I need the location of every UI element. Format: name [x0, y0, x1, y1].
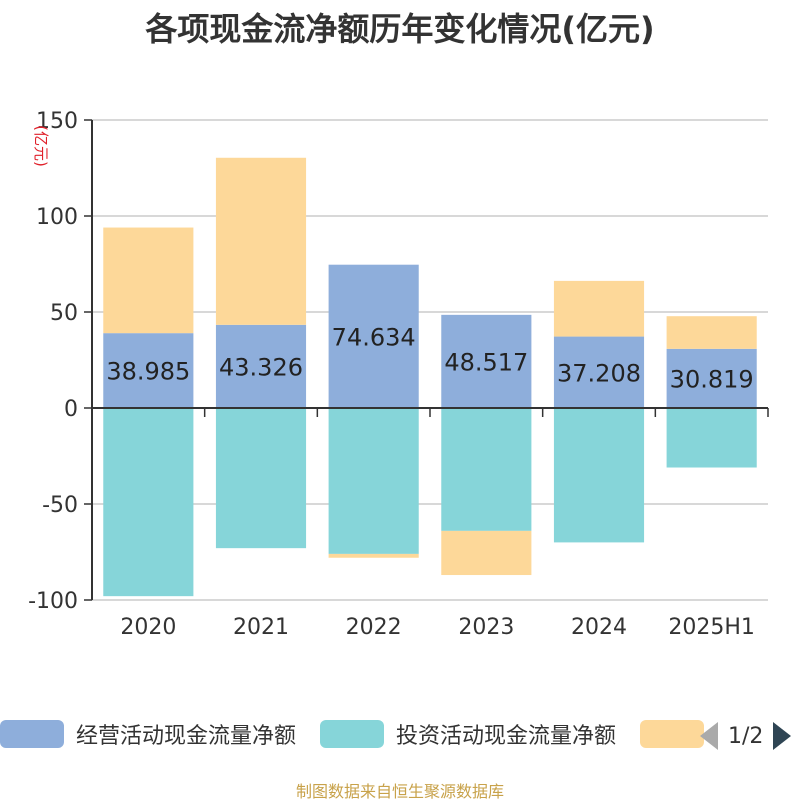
next-page-arrow-icon[interactable] [773, 722, 792, 750]
bar-financing-2020[interactable] [103, 227, 194, 334]
bar-financing-2024[interactable] [553, 280, 645, 337]
bar-financing-2022[interactable] [328, 553, 419, 558]
y-tick-label: 0 [64, 397, 78, 422]
chart-title: 各项现金流净额历年变化情况(亿元) [145, 10, 655, 48]
bar-financing-2023[interactable] [441, 530, 532, 576]
legend-item-operating[interactable]: 经营活动现金流量净额 [0, 716, 296, 752]
bar-investing-2021[interactable] [215, 408, 307, 549]
x-tick-label: 2023 [458, 615, 514, 640]
bar-operating-2023[interactable] [441, 314, 532, 408]
bar-value-label: 48.517 [444, 348, 528, 376]
bar-operating-2025H1[interactable] [666, 348, 757, 408]
bar-operating-2021[interactable] [215, 324, 307, 408]
bar-operating-2020[interactable] [103, 333, 194, 408]
bar-investing-2025H1[interactable] [666, 408, 757, 468]
bars [103, 157, 757, 597]
y-tick-label: -100 [28, 589, 78, 614]
axes: -100 -50 0 50 100 150 2020 2021 2022 2023 2024 2025… [28, 109, 769, 640]
prev-page-arrow-icon[interactable] [700, 722, 718, 750]
legend-item-investing[interactable]: 投资活动现金流量净额 [320, 716, 616, 752]
x-tick-label: 2024 [571, 615, 627, 640]
bar-value-label: 37.208 [557, 359, 641, 387]
data-source-note: 制图数据来自恒生聚源数据库 [295, 782, 504, 801]
bar-investing-2020[interactable] [103, 408, 194, 597]
y-tick-label: 150 [36, 109, 78, 134]
bar-investing-2022[interactable] [328, 408, 419, 554]
bar-value-label: 74.634 [332, 323, 416, 351]
legend-page-indicator: 1/2 [728, 723, 764, 749]
bar-financing-2025H1[interactable] [666, 316, 757, 349]
x-tick-label: 2025H1 [668, 615, 755, 640]
legend-item-financing[interactable] [640, 716, 716, 752]
bar-operating-2024[interactable] [553, 336, 645, 408]
bar-investing-2023[interactable] [441, 408, 532, 531]
y-tick-label: 50 [50, 301, 78, 326]
legend-label-operating: 经营活动现金流量净额 [76, 724, 297, 749]
legend: 经营活动现金流量净额 投资活动现金流量净额 1/2 [0, 716, 800, 756]
bar-investing-2024[interactable] [553, 408, 645, 543]
legend-swatch-investing [320, 720, 384, 748]
data-labels: 38.985 43.326 74.634 48.517 37.208 30.819 [106, 323, 753, 393]
y-axis-label: (亿元) [32, 125, 50, 167]
y-tick-label: -50 [42, 493, 78, 518]
bar-value-label: 38.985 [106, 358, 190, 386]
legend-swatch-financing [640, 720, 704, 748]
bar-operating-2022[interactable] [328, 264, 419, 408]
legend-swatch-operating [0, 720, 64, 748]
x-tick-label: 2022 [346, 615, 402, 640]
bar-value-label: 30.819 [670, 365, 754, 393]
y-tick-label: 100 [36, 205, 78, 230]
x-tick-label: 2021 [233, 615, 289, 640]
x-tick-label: 2020 [120, 615, 176, 640]
bar-financing-2021[interactable] [215, 157, 307, 325]
bar-value-label: 43.326 [219, 353, 303, 381]
legend-pager: 1/2 [700, 718, 792, 754]
bar-chart: -100 -50 0 50 100 150 2020 2021 2022 2023 2024 2025… [28, 109, 769, 640]
legend-label-investing: 投资活动现金流量净额 [396, 724, 617, 749]
